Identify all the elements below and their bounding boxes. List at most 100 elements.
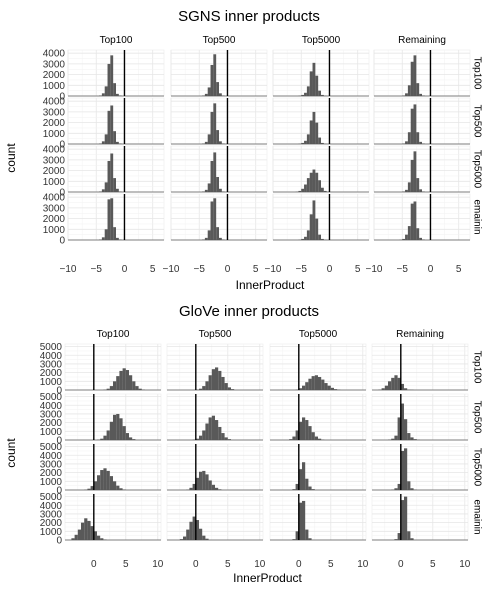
y-tick-label: 3000: [40, 409, 63, 420]
histogram-bar: [116, 141, 119, 144]
y-tick-label: 3000: [40, 509, 63, 520]
histogram-bar: [321, 142, 324, 144]
histogram-bar: [207, 134, 211, 144]
histogram-bar: [107, 160, 111, 192]
histogram-bar: [216, 82, 219, 96]
histogram-bar: [407, 182, 411, 192]
histogram-bar: [204, 141, 208, 144]
row-strip-label: Top100: [471, 57, 482, 90]
histogram-bar: [318, 180, 321, 192]
histogram-bar: [107, 199, 111, 240]
histogram-bar: [292, 436, 296, 440]
histogram-bar: [113, 178, 116, 192]
histogram-bar: [113, 414, 117, 440]
histogram-bar: [292, 539, 296, 540]
histogram-bar: [192, 483, 196, 490]
histogram-bar: [391, 377, 395, 390]
histogram-bar: [301, 188, 305, 192]
x-tick-label: 0: [398, 559, 404, 570]
x-tick-label: 5: [225, 559, 231, 570]
histogram-bar: [311, 376, 315, 390]
histogram-bar: [298, 190, 302, 192]
histogram-bar: [302, 385, 306, 390]
histogram-bar: [213, 54, 217, 96]
histogram-bar: [289, 439, 293, 440]
histogram-bar: [306, 134, 310, 144]
facet-panel: [170, 49, 268, 97]
x-tick-label: 0: [327, 264, 333, 275]
y-tick-label: 2000: [40, 368, 63, 379]
histogram-bar: [205, 423, 209, 440]
histogram-bar: [321, 379, 325, 390]
histogram-bar: [315, 75, 319, 96]
histogram-bar: [81, 522, 85, 540]
histogram-bar: [211, 415, 215, 440]
histogram-bar: [192, 516, 196, 540]
histogram-bar: [397, 533, 401, 540]
histogram-bar: [410, 437, 414, 440]
histogram-bar: [301, 142, 305, 144]
histogram-bar: [93, 531, 97, 540]
histogram-bar: [321, 94, 324, 96]
histogram-bar: [304, 184, 307, 192]
histogram-bar: [219, 141, 222, 144]
histogram-bar: [71, 538, 75, 540]
y-tick-label: 1000: [40, 427, 63, 438]
histogram-bar: [219, 237, 222, 240]
facet-panel: [272, 97, 370, 145]
histogram-bar: [103, 468, 107, 490]
histogram-bar: [315, 172, 319, 192]
histogram-bar: [207, 230, 211, 240]
histogram-bar: [199, 471, 203, 490]
histogram-bar: [400, 403, 404, 440]
column-strip: [372, 326, 468, 342]
chart-title: SGNS inner products: [178, 8, 320, 25]
histogram-bar: [199, 435, 203, 440]
histogram-bar: [224, 383, 228, 390]
y-tick-label: 4000: [40, 351, 63, 362]
histogram-bar: [309, 71, 313, 96]
facet-panel: [166, 493, 264, 541]
facet-panel: [67, 193, 165, 241]
histogram-bar: [416, 83, 420, 96]
histogram-bar: [407, 226, 411, 240]
y-tick-label: 2000: [40, 418, 63, 429]
y-tick-label: 3000: [43, 203, 66, 214]
histogram-bar: [221, 433, 225, 440]
y-tick-label: 2000: [43, 118, 66, 129]
histogram-bar: [74, 534, 78, 540]
y-tick-label: 2000: [43, 166, 66, 177]
histogram-bar: [416, 178, 420, 192]
histogram-bar: [419, 93, 422, 96]
facet-panel: [373, 145, 471, 193]
histogram-bar: [324, 383, 328, 390]
facet-panel: [272, 193, 370, 241]
histogram-bar: [195, 438, 199, 440]
y-tick-label: 0: [56, 536, 62, 547]
histogram-bar: [391, 438, 395, 440]
y-tick-label: 0: [59, 188, 65, 199]
histogram-bar: [183, 536, 187, 540]
histogram-bar: [84, 518, 88, 540]
histogram-bar: [327, 385, 331, 390]
histogram-bar: [308, 426, 312, 440]
histogram-bar: [189, 487, 193, 490]
x-tick-label: 5: [430, 559, 436, 570]
x-tick-label: 0: [91, 559, 97, 570]
row-strip-label: Top5000: [471, 448, 482, 487]
panel-background: [373, 145, 471, 193]
histogram-bar: [394, 488, 398, 490]
histogram-bar: [318, 234, 321, 240]
y-tick-label: 5000: [40, 492, 63, 503]
histogram-bar: [210, 111, 214, 144]
histogram-bar: [405, 141, 408, 144]
histogram-bar: [110, 105, 114, 144]
histogram-bar: [213, 198, 217, 240]
y-tick-label: 4000: [40, 501, 63, 512]
histogram-bar: [394, 375, 398, 390]
histogram-bar: [410, 203, 414, 240]
facet-panel: [373, 97, 471, 145]
histogram-bar: [305, 478, 309, 490]
row-strip-label: Top500: [471, 401, 482, 434]
column-strip: [273, 31, 369, 48]
